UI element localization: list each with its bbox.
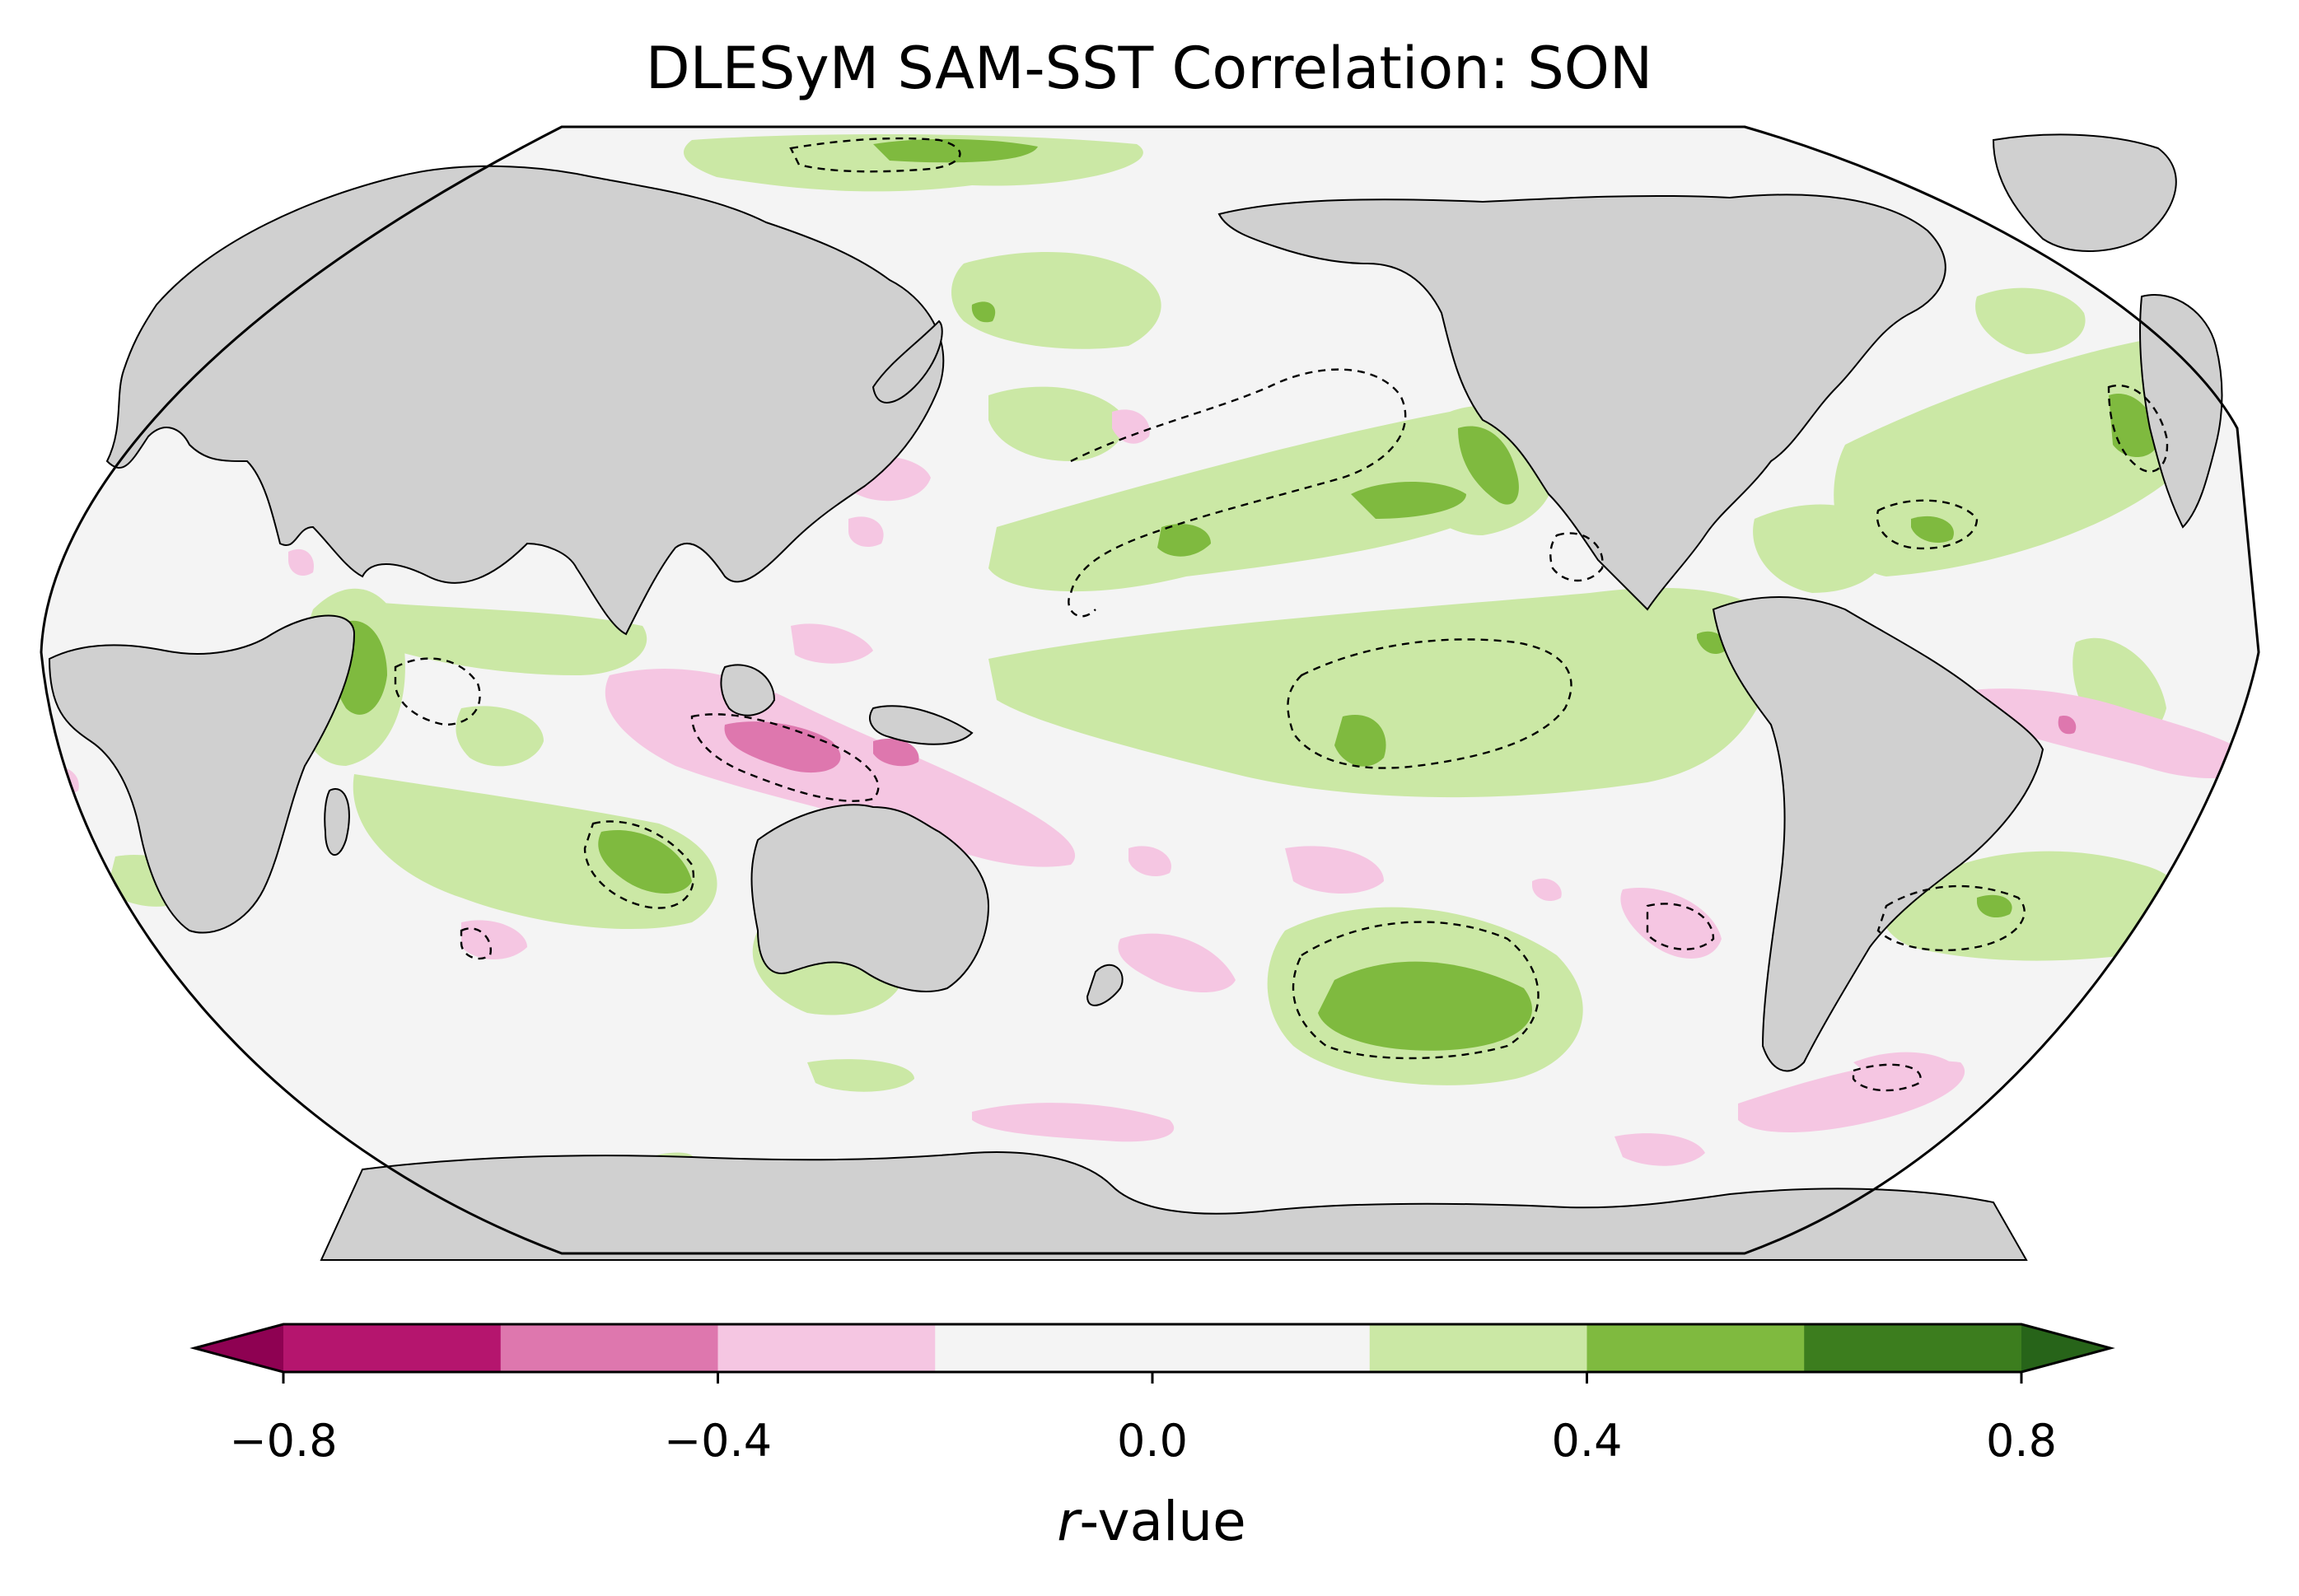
colorbar-tick-label: 0.4 bbox=[1552, 1415, 1623, 1467]
land-north-america bbox=[1217, 194, 1946, 611]
colorbar-tick-label: −0.8 bbox=[229, 1415, 337, 1467]
land-australia bbox=[750, 804, 990, 992]
colorbar-extend-under bbox=[194, 1324, 283, 1372]
land-borneo bbox=[720, 664, 776, 716]
colorbar-label-rest: -value bbox=[1079, 1490, 1245, 1553]
land-south-america bbox=[1712, 596, 2044, 1072]
map-area bbox=[40, 125, 2260, 1261]
colorbar-label-italic: r bbox=[1057, 1490, 1082, 1553]
land-japan bbox=[871, 320, 943, 404]
significance-contours bbox=[394, 137, 2169, 1092]
colorbar-bin bbox=[717, 1324, 936, 1372]
colorbar-bin bbox=[500, 1324, 718, 1372]
colorbar-bin bbox=[1804, 1324, 2022, 1372]
strong-negative-regions bbox=[724, 716, 2077, 773]
colorbar-tick-label: 0.8 bbox=[1986, 1415, 2057, 1467]
globe-outline bbox=[40, 125, 2260, 1255]
land-masses bbox=[48, 133, 2223, 1261]
colorbar-bin bbox=[1586, 1324, 1805, 1372]
land-greenland bbox=[1992, 133, 2177, 252]
colorbar-extend-over bbox=[2021, 1324, 2110, 1372]
colorbar-tick-label: 0.0 bbox=[1117, 1415, 1188, 1467]
colorbar-bin bbox=[283, 1324, 502, 1372]
map-title: DLESyM SAM-SST Correlation: SON bbox=[646, 35, 1653, 102]
land-eurasia bbox=[105, 165, 945, 636]
strong-positive-regions bbox=[332, 138, 2158, 1051]
land-africa bbox=[48, 614, 356, 934]
colorbar bbox=[189, 1323, 2115, 1374]
colorbar-ticks: −0.8 −0.4 0.0 0.4 0.8 bbox=[229, 1372, 2057, 1467]
colorbar-bin bbox=[935, 1324, 1371, 1372]
colorbar-bin bbox=[1369, 1324, 1587, 1372]
colorbar-tick-label: −0.4 bbox=[664, 1415, 772, 1467]
land-antarctica bbox=[320, 1151, 2028, 1261]
land-new-zealand bbox=[1086, 964, 1124, 1006]
land-madagascar bbox=[324, 788, 350, 856]
negative-correlation-regions bbox=[41, 409, 2257, 1166]
colorbar-label: r-value bbox=[1057, 1490, 1245, 1553]
land-new-guinea bbox=[869, 705, 974, 745]
land-europe-west bbox=[2139, 294, 2223, 529]
